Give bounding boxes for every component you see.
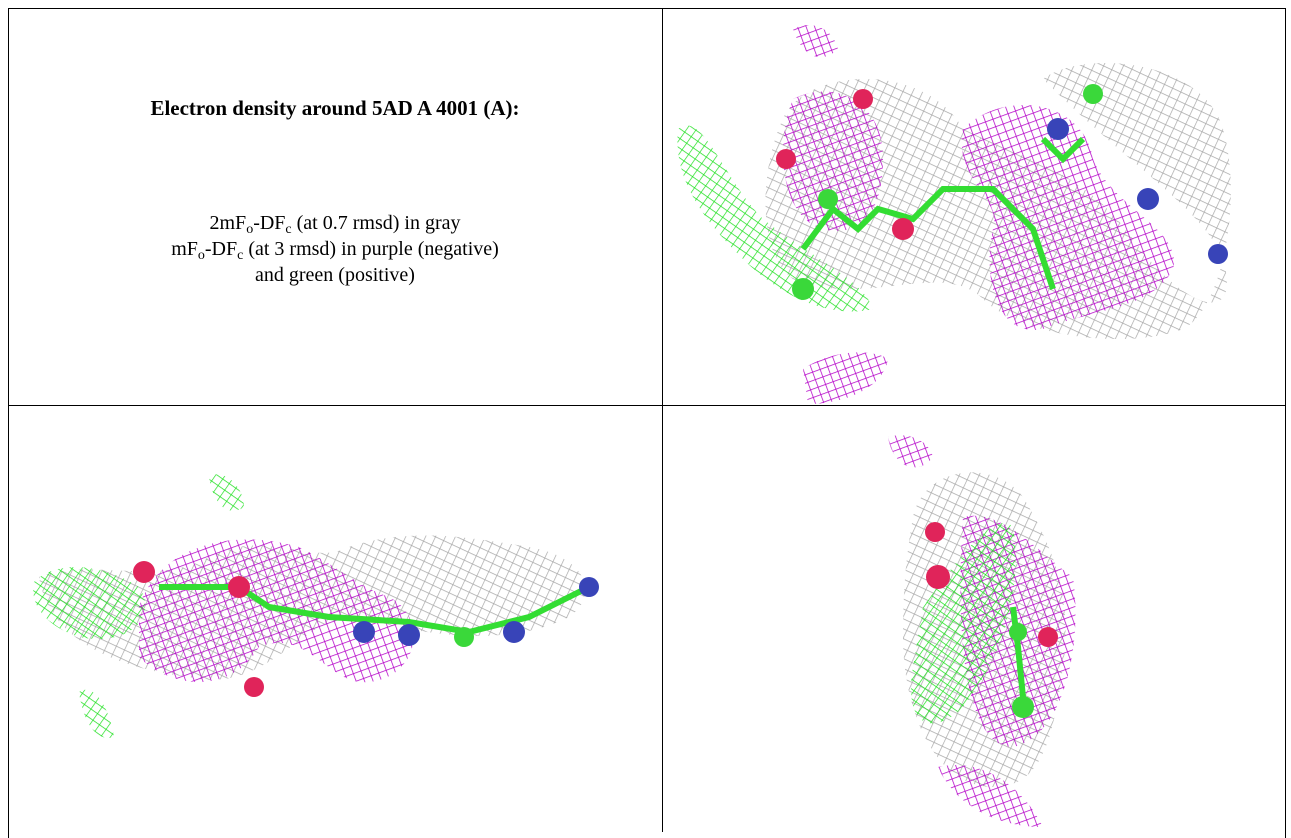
legend: 2mFo-DFc (at 0.7 rmsd) in gray mFo-DFc (… — [8, 210, 662, 288]
mesh-shape — [803, 352, 888, 404]
mesh-shape — [398, 624, 420, 646]
mesh-shape — [800, 136, 1086, 290]
mesh-shape — [776, 149, 796, 169]
mesh-shape — [961, 105, 1174, 330]
mesh-shape — [926, 565, 950, 589]
mesh-shape — [1010, 606, 1026, 698]
mesh-shape — [133, 561, 155, 583]
mesh-shape — [938, 765, 1043, 827]
text: mF — [171, 238, 198, 260]
mesh-shape — [33, 567, 146, 639]
mesh-shape — [454, 627, 474, 647]
mesh-shape — [353, 621, 375, 643]
mesh-shape — [1012, 696, 1034, 718]
mesh-shape — [579, 577, 599, 597]
row-divider — [8, 405, 1286, 406]
mesh-shape — [1038, 627, 1058, 647]
subscript: c — [237, 248, 244, 263]
mesh-shape — [228, 576, 250, 598]
mesh-shape — [79, 689, 114, 738]
mesh-shape — [892, 218, 914, 240]
mesh-shape — [1208, 244, 1228, 264]
table-border — [8, 8, 1286, 838]
text: -DF — [253, 212, 286, 234]
mesh-shape — [1137, 188, 1159, 210]
text: (at 0.7 rmsd) in gray — [291, 212, 461, 234]
mesh-shape — [677, 125, 873, 312]
text: (at 3 rmsd) in purple (negative) — [243, 238, 499, 260]
mesh-shape — [1009, 623, 1027, 641]
mesh-shape — [503, 621, 525, 643]
mesh-shape — [911, 523, 1016, 724]
mesh-shape — [1083, 84, 1103, 104]
mesh-shape — [793, 25, 838, 58]
mesh-shape — [818, 189, 838, 209]
mesh-shape — [209, 474, 244, 511]
legend-line: 2mFo-DFc (at 0.7 rmsd) in gray — [8, 210, 662, 237]
subscript: c — [285, 222, 292, 237]
mesh-shape — [792, 278, 814, 300]
mesh-shape — [853, 89, 873, 109]
mesh-shape — [783, 91, 883, 231]
mesh-shape — [244, 677, 264, 697]
text: and green (positive) — [255, 264, 415, 286]
density-image — [33, 474, 599, 738]
text: -DF — [204, 238, 238, 260]
column-divider — [662, 8, 663, 832]
subscript: o — [197, 248, 205, 263]
density-image — [677, 25, 1231, 404]
subscript: o — [246, 222, 254, 237]
density-image — [888, 435, 1076, 827]
figure-title: Electron density around 5AD A 4001 (A): — [150, 96, 520, 120]
text: 2mF — [209, 212, 247, 234]
mesh-shape — [1047, 118, 1069, 140]
legend-line: and green (positive) — [8, 262, 662, 288]
legend-line: mFo-DFc (at 3 rmsd) in purple (negative) — [8, 236, 662, 263]
mesh-shape — [925, 522, 945, 542]
mesh-shape — [888, 435, 933, 468]
